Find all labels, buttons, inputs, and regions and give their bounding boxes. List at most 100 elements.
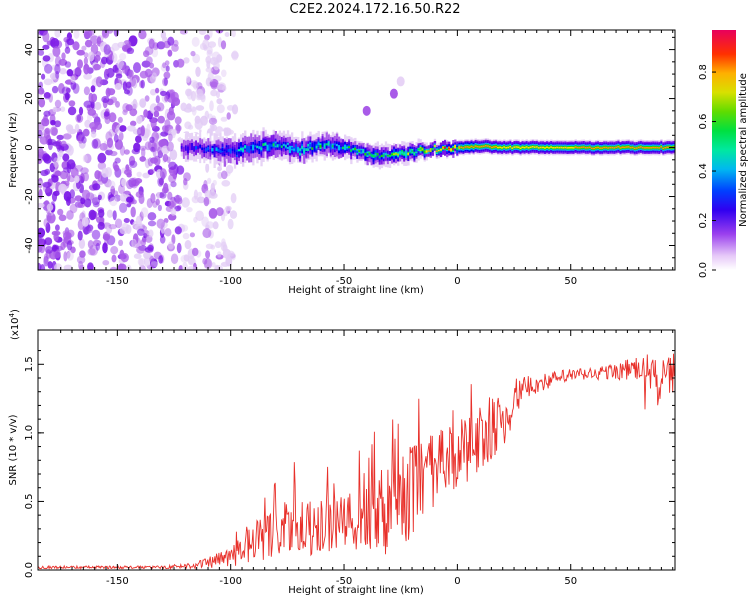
snr-x-tick-label: 50: [564, 576, 577, 587]
spectrogram-cell: [331, 145, 335, 148]
spectrogram-noise-dot: [207, 41, 217, 48]
spectrogram-noise-dot: [83, 63, 90, 75]
spectrogram-noise-dot: [53, 157, 59, 168]
spectrogram-noise-dot: [82, 172, 89, 182]
spectrogram-noise-dot: [158, 255, 164, 264]
spectrogram-noise-dot: [119, 145, 126, 156]
spectrogram-cell: [282, 143, 286, 147]
spectrogram-cell: [340, 146, 343, 150]
spectrogram-noise-dot: [49, 72, 59, 80]
spectrogram-cell: [607, 147, 610, 149]
spectrogram-noise-dot: [94, 121, 102, 130]
spectrogram-cell: [617, 146, 620, 148]
spectrogram-cell: [325, 143, 328, 146]
spectrogram-noise-dot: [44, 168, 51, 175]
spectrogram-noise-dot: [158, 177, 164, 186]
spectrogram-noise-dot: [197, 191, 202, 197]
spectrogram-cell: [395, 152, 398, 155]
spectrogram-noise-dot: [181, 197, 190, 208]
spectrogram-noise-dot: [107, 30, 114, 34]
spectrogram-cell: [421, 148, 424, 151]
spectrogram-noise-dot: [143, 50, 150, 58]
spectrogram-cell: [256, 145, 259, 149]
spectrogram-noise-dot: [147, 212, 157, 221]
spectrogram-noise-dot: [79, 250, 86, 258]
spectrogram-noise-dot: [187, 266, 196, 270]
spectrogram-noise-dot: [38, 89, 45, 95]
spectrogram-noise-dot: [44, 63, 53, 74]
spectrogram-noise-dot: [202, 39, 210, 50]
spectrogram-noise-dot: [106, 225, 113, 234]
spectrogram-cell: [431, 148, 435, 150]
spectrogram-noise-dot: [129, 108, 138, 117]
spectrogram-noise-dot: [78, 238, 86, 249]
spectrogram-noise-dot: [91, 93, 98, 103]
spectrogram-noise-dot: [82, 224, 91, 235]
spectrogram-cell: [513, 146, 516, 148]
spectrogram-noise-dot: [118, 239, 124, 246]
spectrogram-noise-dot: [123, 218, 130, 223]
spectrogram-noise-dot: [155, 198, 160, 206]
spectrogram-cell: [229, 149, 233, 153]
spectrogram-noise-dot: [136, 126, 145, 137]
spectrogram-cell: [260, 147, 263, 151]
spectrogram-noise-dot: [64, 61, 72, 68]
spectrogram-noise-dot: [170, 253, 179, 265]
spectrogram-cell: [250, 146, 253, 150]
spectrogram-noise-dot: [39, 136, 49, 145]
spectrogram-cell: [550, 146, 553, 148]
spectrogram-cell: [511, 147, 514, 149]
spectrogram-noise-dot: [164, 94, 169, 102]
spectrogram-cell: [405, 153, 408, 156]
spectrogram-noise-dot: [83, 52, 89, 58]
spectrogram-cell: [380, 154, 384, 157]
spectrogram-noise-dot: [208, 208, 218, 219]
spectrogram-noise-dot: [91, 197, 101, 206]
spectrogram-cell: [456, 147, 459, 150]
spectrogram-noise-dot: [60, 106, 66, 112]
spectrogram-noise-dot: [168, 133, 173, 142]
spectrogram-cell: [242, 148, 245, 152]
spectrogram-cell: [629, 146, 632, 149]
spectrogram-noise-dot: [153, 110, 160, 118]
spectrogram-noise-dot: [211, 262, 216, 268]
spectrogram-noise-dot: [210, 182, 215, 193]
spectrogram-cell: [641, 146, 645, 149]
spectrogram-noise-dot: [190, 50, 196, 57]
spectrogram-noise-dot: [141, 147, 146, 158]
spectrogram-cell: [237, 149, 241, 152]
spectrogram-cell: [648, 147, 651, 149]
spectrogram-noise-dot: [99, 143, 108, 151]
spectrogram-noise-dot: [122, 109, 128, 116]
spectrogram-noise-dot: [133, 253, 142, 259]
spectrogram-cell: [595, 146, 598, 149]
spectrogram-noise-dot: [112, 161, 118, 170]
spectrogram-cell: [623, 146, 626, 149]
spectrogram-noise-dot: [226, 112, 231, 120]
spectrogram-cell: [366, 153, 369, 156]
spectrogram-noise-dot: [62, 133, 72, 140]
spectrogram-noise-dot: [90, 85, 96, 93]
spectrogram-noise-dot: [183, 172, 191, 182]
spectrogram-noise-dot: [155, 95, 160, 104]
spectrogram-noise-dot: [163, 71, 171, 80]
spectrogram-cell: [356, 150, 359, 153]
spectrogram-noise-dot: [112, 210, 117, 221]
spectrogram-cell: [264, 142, 267, 146]
colorbar-tick-label: 0.8: [698, 64, 709, 80]
spectrogram-noise-dot: [157, 204, 162, 212]
spectrogram-cell: [311, 147, 314, 150]
spectrogram-cell: [609, 146, 612, 149]
spectrogram-noise-dot: [137, 228, 145, 236]
spectrogram-cell: [486, 145, 490, 147]
spectrogram-noise-dot: [126, 125, 136, 132]
spectrogram-noise-dot: [191, 36, 200, 47]
spectrogram-cell: [497, 146, 500, 149]
spectrogram-noise-dot: [65, 124, 74, 132]
spectrogram-noise-dot: [153, 105, 161, 112]
spectrogram-noise-dot: [118, 131, 124, 141]
spectrogram-noise-dot: [178, 265, 184, 270]
spectrogram-cell: [503, 146, 506, 148]
spectrogram-cell: [462, 147, 465, 149]
spectrogram-noise-dot: [38, 177, 43, 189]
